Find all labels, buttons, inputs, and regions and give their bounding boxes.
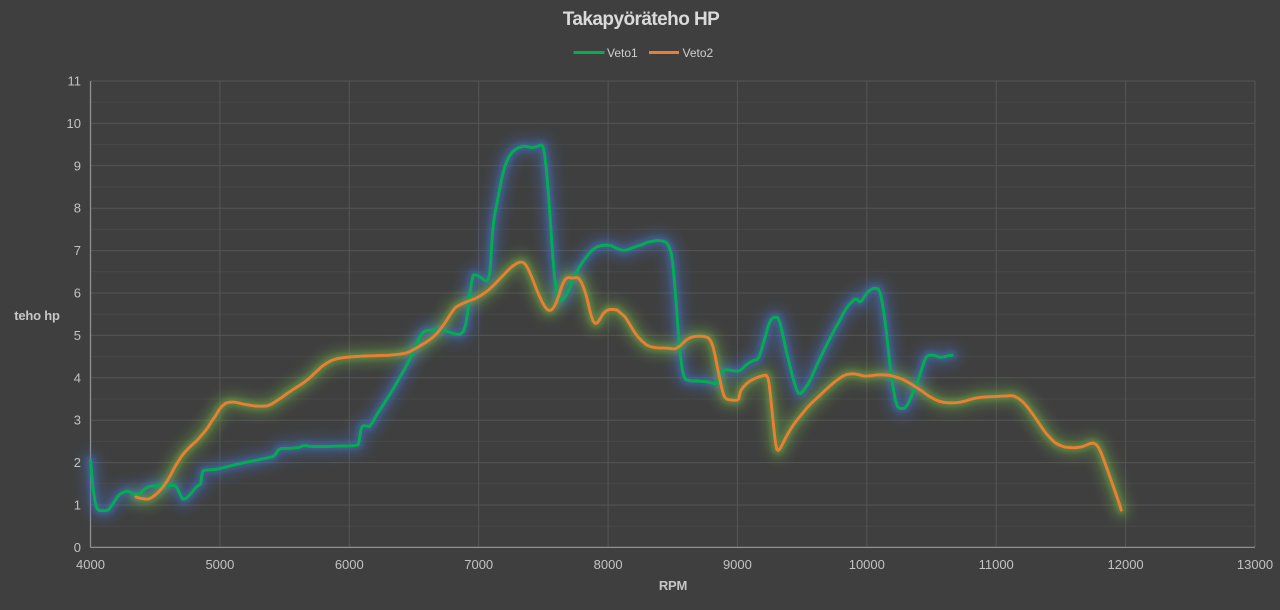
svg-text:4000: 4000 <box>76 557 105 572</box>
svg-text:10: 10 <box>67 116 81 131</box>
svg-text:7000: 7000 <box>464 557 493 572</box>
svg-text:0: 0 <box>74 540 81 555</box>
svg-text:6: 6 <box>74 286 81 301</box>
svg-text:9: 9 <box>74 158 81 173</box>
svg-text:6000: 6000 <box>335 557 364 572</box>
svg-text:2: 2 <box>74 455 81 470</box>
svg-text:Takapyöräteho HP: Takapyöräteho HP <box>563 9 720 30</box>
svg-text:Veto2: Veto2 <box>683 46 714 60</box>
svg-text:10000: 10000 <box>849 557 885 572</box>
svg-text:Veto1: Veto1 <box>607 46 638 60</box>
svg-text:8: 8 <box>74 201 81 216</box>
svg-text:7: 7 <box>74 243 81 258</box>
svg-text:5: 5 <box>74 328 81 343</box>
svg-text:3: 3 <box>74 413 81 428</box>
svg-text:12000: 12000 <box>1108 557 1144 572</box>
svg-text:RPM: RPM <box>659 578 687 593</box>
svg-text:5000: 5000 <box>205 557 234 572</box>
svg-text:13000: 13000 <box>1237 557 1273 572</box>
svg-text:9000: 9000 <box>723 557 752 572</box>
svg-text:8000: 8000 <box>594 557 623 572</box>
svg-text:4: 4 <box>74 370 81 385</box>
svg-text:1: 1 <box>74 498 81 513</box>
svg-text:teho hp: teho hp <box>14 308 60 323</box>
svg-text:11: 11 <box>68 74 82 89</box>
svg-text:11000: 11000 <box>979 557 1014 572</box>
